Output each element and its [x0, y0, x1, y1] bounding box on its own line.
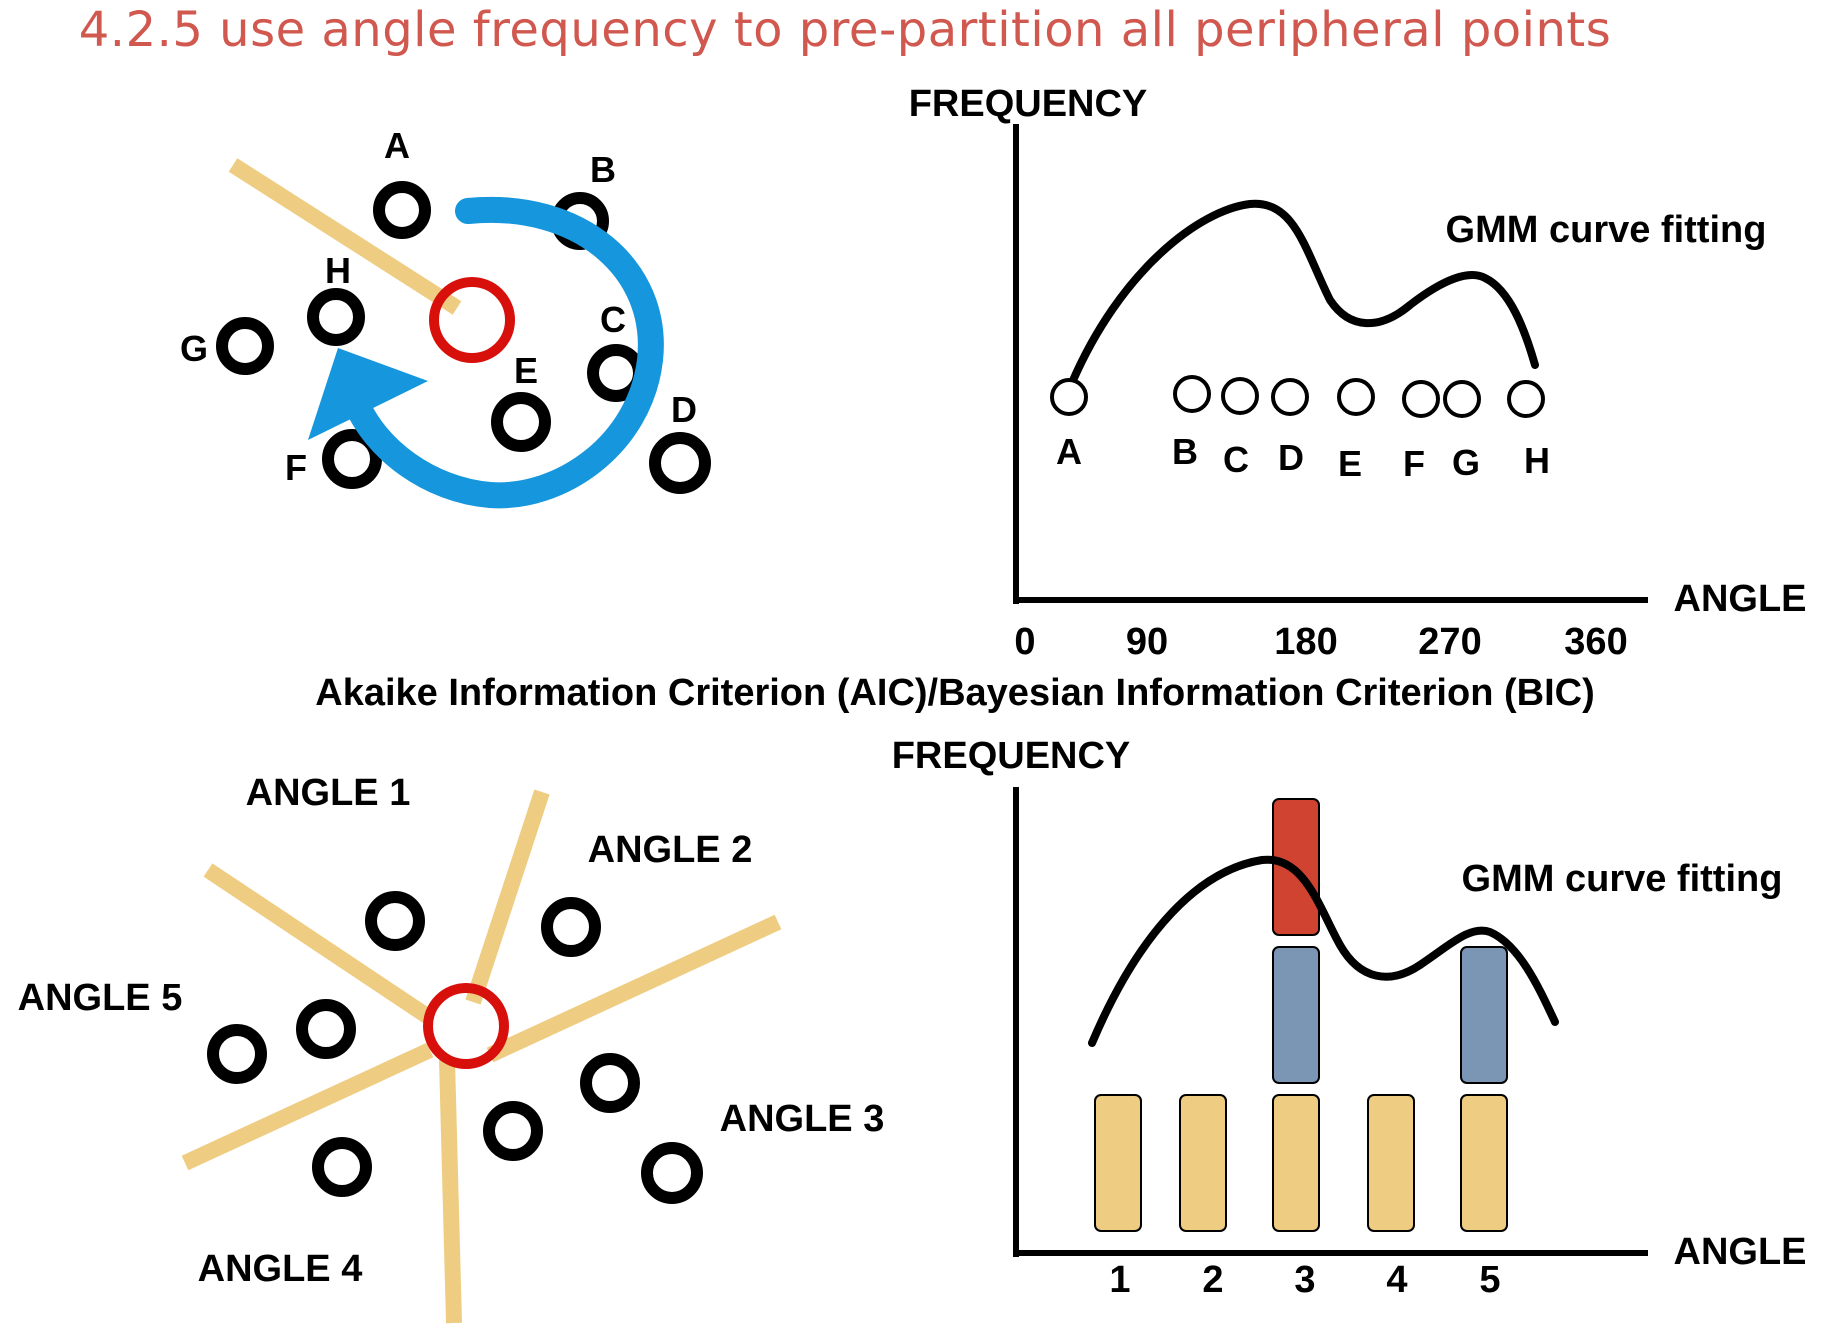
bottom-point-3: [296, 999, 356, 1059]
top-angle-points: [1050, 375, 1545, 418]
bottom-x-ticks: 1 2 3 4 5: [1109, 1259, 1500, 1301]
top-scatter: A B C D E F G H: [180, 125, 711, 509]
top-tick-90: 90: [1126, 621, 1168, 663]
angle-point-e: [1337, 378, 1375, 416]
top-angle-point-labels: A B C D E F G H: [1056, 431, 1550, 484]
partition-line-4: [439, 1059, 462, 1324]
center-point: [429, 277, 515, 363]
partition-line-2: [465, 789, 550, 1005]
bottom-scatter: ANGLE 1 ANGLE 2 ANGLE 3 ANGLE 4 ANGLE 5: [18, 772, 885, 1324]
label-f: F: [285, 447, 307, 488]
angle-point-c: [1221, 377, 1259, 415]
bottom-point-6: [483, 1101, 543, 1161]
angle-point-f: [1402, 380, 1440, 418]
bottom-x-axis-label: ANGLE: [1674, 1231, 1807, 1273]
angle-label-b: B: [1172, 431, 1198, 472]
label-e: E: [514, 350, 538, 391]
angle-label-f: F: [1403, 443, 1425, 484]
bottom-point-4: [207, 1024, 267, 1084]
angle-labels: ANGLE 1 ANGLE 2 ANGLE 3 ANGLE 4 ANGLE 5: [18, 772, 885, 1290]
partition-line-1: [203, 863, 435, 1025]
top-tick-0: 0: [1014, 621, 1035, 663]
bottom-tick-5: 5: [1479, 1259, 1500, 1301]
angle-label-d: D: [1278, 437, 1304, 478]
label-a: A: [384, 125, 410, 166]
angle-label-4: ANGLE 4: [198, 1248, 363, 1290]
top-scatter-labels: A B C D E F G H: [180, 125, 697, 488]
point-e: [491, 392, 551, 452]
angle-point-h: [1507, 380, 1545, 418]
label-d: D: [671, 389, 697, 430]
label-b: B: [590, 149, 616, 190]
bar-1-segment-1: [1094, 1094, 1142, 1232]
label-c: C: [600, 299, 626, 340]
bottom-bars: [1094, 798, 1508, 1232]
top-tick-270: 270: [1418, 621, 1481, 663]
top-x-axis-label: ANGLE: [1674, 578, 1807, 620]
bottom-point-8: [312, 1137, 372, 1197]
point-a: [373, 181, 431, 239]
rotation-arrow-head: [308, 348, 428, 440]
angle-point-b: [1173, 375, 1211, 413]
angle-label-e: E: [1338, 443, 1362, 484]
angle-label-3: ANGLE 3: [720, 1098, 885, 1140]
angle-point-a: [1050, 378, 1088, 416]
angle-label-5: ANGLE 5: [18, 977, 183, 1019]
bar-2-segment-1: [1179, 1094, 1227, 1232]
partition-line-5: [181, 1042, 434, 1171]
peripheral-points: [216, 181, 711, 494]
angle-label-a: A: [1056, 431, 1082, 472]
top-chart: FREQUENCY ANGLE 0 90 180 270 360 GMM cur…: [909, 83, 1807, 663]
bar-3-segment-1: [1272, 1094, 1320, 1232]
bottom-curve-label: GMM curve fitting: [1462, 858, 1783, 900]
bar-3-segment-2: [1272, 946, 1320, 1084]
bottom-chart: FREQUENCY ANGLE GMM curve fitting 1 2 3 …: [892, 735, 1807, 1301]
slide-title: 4.2.5 use angle frequency to pre-partiti…: [78, 2, 1612, 58]
bottom-point-1: [365, 891, 425, 951]
bottom-tick-4: 4: [1386, 1259, 1407, 1301]
bottom-tick-3: 3: [1294, 1259, 1315, 1301]
bar-5-segment-1: [1460, 1094, 1508, 1232]
partition-lines: [181, 789, 782, 1324]
bar-4-segment-1: [1367, 1094, 1415, 1232]
top-tick-360: 360: [1564, 621, 1627, 663]
sweep-start-line: [228, 158, 462, 315]
bottom-point-2: [541, 897, 601, 957]
angle-point-g: [1443, 380, 1481, 418]
top-tick-180: 180: [1274, 621, 1337, 663]
bottom-y-axis-label: FREQUENCY: [892, 735, 1131, 777]
bottom-center-point: [423, 983, 509, 1069]
angle-label-c: C: [1223, 439, 1249, 480]
bottom-point-5: [580, 1053, 640, 1113]
angle-label-g: G: [1452, 442, 1480, 483]
rotation-arrow: [342, 196, 664, 509]
angle-label-2: ANGLE 2: [588, 829, 753, 871]
bar-5-segment-2: [1460, 946, 1508, 1084]
angle-label-1: ANGLE 1: [246, 772, 411, 814]
point-d: [649, 432, 711, 494]
angle-point-d: [1271, 378, 1309, 416]
top-y-axis-label: FREQUENCY: [909, 83, 1148, 125]
partition-line-3: [486, 914, 782, 1063]
top-x-ticks: 0 90 180 270 360: [1014, 621, 1627, 663]
point-h: [307, 288, 365, 346]
bottom-point-7: [641, 1142, 703, 1204]
top-curve-label: GMM curve fitting: [1446, 209, 1767, 251]
bottom-gmm-curve: [1088, 855, 1559, 1047]
top-gmm-curve: [1067, 199, 1539, 389]
angle-label-h: H: [1524, 440, 1550, 481]
bottom-tick-2: 2: [1202, 1259, 1223, 1301]
point-g: [216, 317, 274, 375]
bottom-tick-1: 1: [1109, 1259, 1130, 1301]
point-f: [322, 429, 382, 489]
label-g: G: [180, 328, 208, 369]
label-h: H: [325, 250, 351, 291]
criterion-caption: Akaike Information Criterion (AIC)/Bayes…: [315, 672, 1594, 714]
bottom-points: [207, 891, 703, 1204]
